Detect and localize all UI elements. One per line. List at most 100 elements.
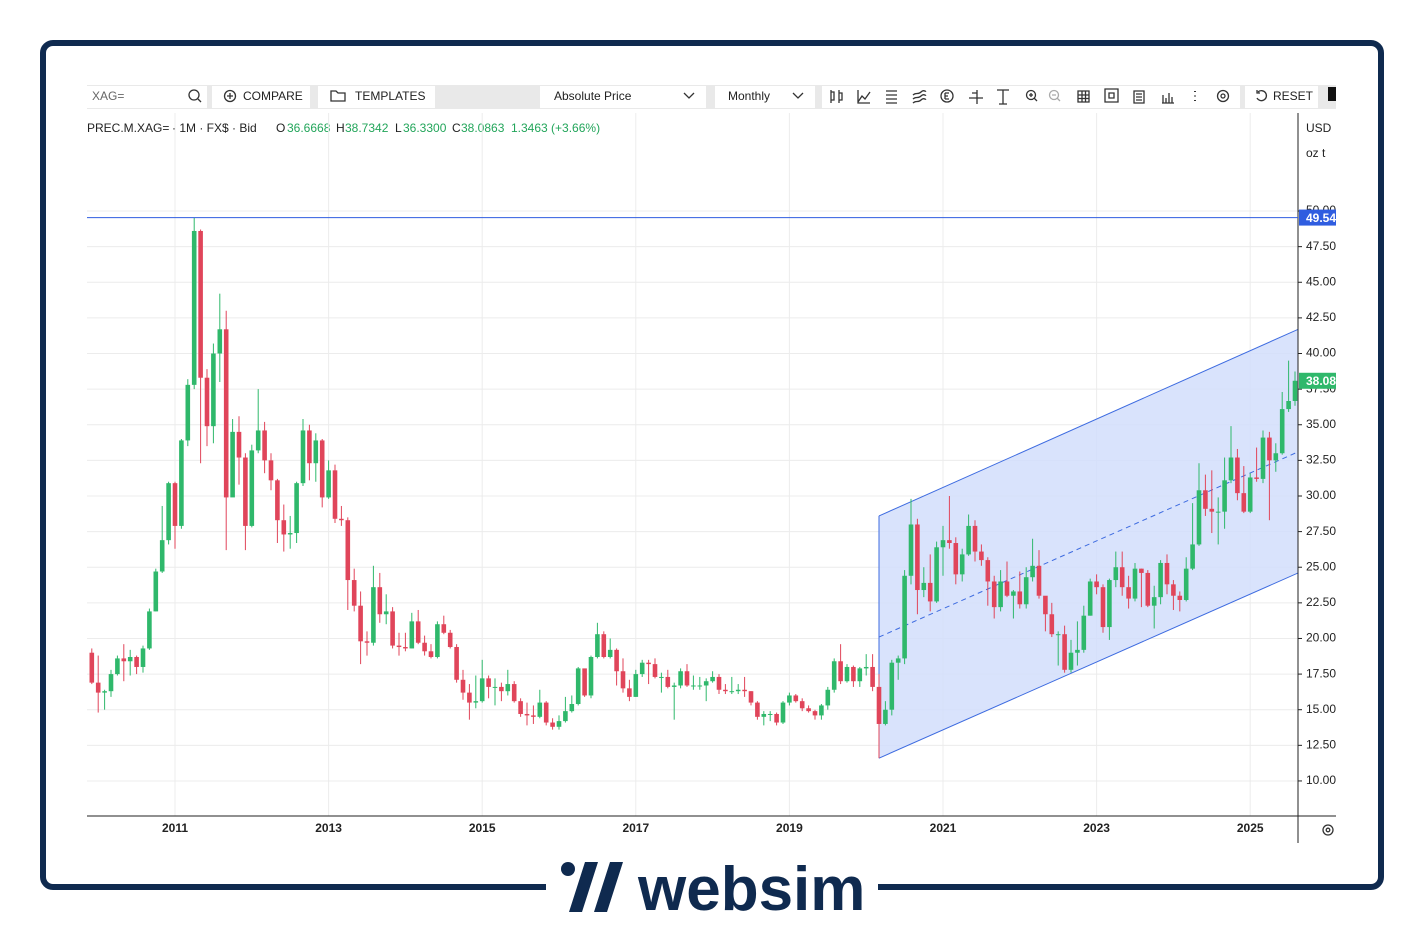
candle-body: [204, 377, 210, 427]
candle-body: [172, 483, 178, 526]
candle-body: [505, 684, 511, 692]
open-value: 36.6668: [287, 121, 331, 135]
candle-body: [108, 674, 114, 692]
candle-body: [915, 524, 920, 591]
candle-body: [1196, 490, 1202, 545]
candle-body: [863, 666, 869, 669]
candle-body: [1292, 380, 1298, 401]
reset-label: RESET: [1273, 89, 1314, 103]
candle-body: [217, 329, 223, 354]
low-label: L: [395, 121, 402, 135]
candle-body: [575, 668, 581, 705]
candle-body: [870, 666, 875, 687]
candle-body: [723, 689, 728, 692]
y-tick-label: 17.500: [1306, 666, 1343, 680]
tool-icon[interactable]: [1025, 89, 1037, 101]
y-tick-label: 32.500: [1306, 453, 1343, 467]
search-box[interactable]: [87, 86, 207, 108]
candle-body: [793, 695, 799, 702]
candle-body: [959, 554, 965, 575]
interval-label: Monthly: [728, 89, 770, 103]
y-tick-label: 25.000: [1306, 559, 1343, 573]
candle-body: [307, 430, 312, 464]
candle-body: [230, 431, 235, 498]
candle-body: [940, 540, 946, 548]
tool-icon[interactable]: [997, 89, 1009, 105]
compare-button[interactable]: [212, 86, 310, 108]
candle-body: [511, 684, 517, 702]
candle-body: [435, 624, 440, 657]
candle-body: [447, 632, 453, 648]
candle-body: [1209, 508, 1215, 512]
tool-icon[interactable]: [886, 90, 897, 104]
tool-icon[interactable]: [940, 89, 954, 103]
tool-icon[interactable]: [969, 90, 983, 104]
candle-body: [262, 430, 267, 461]
candle-body: [748, 691, 754, 703]
tool-icon[interactable]: [1162, 93, 1174, 104]
tool-icon[interactable]: [830, 90, 843, 103]
channel-upper: [878, 328, 1298, 517]
candle-body: [659, 676, 664, 678]
tool-icon: [1052, 94, 1061, 102]
candle-body: [895, 658, 901, 663]
axis-unit: oz t: [1306, 146, 1326, 160]
candle-body: [243, 457, 248, 526]
candle-body: [953, 543, 959, 575]
channel-middle: [878, 451, 1298, 638]
settings-icon[interactable]: [1216, 89, 1230, 103]
tool-icon[interactable]: [1133, 90, 1145, 104]
candle-body: [927, 582, 933, 602]
axis-settings-icon: [1325, 827, 1331, 833]
compare-icon: [227, 93, 233, 99]
candle-body: [1049, 614, 1055, 635]
candle-body: [831, 661, 837, 690]
candle-body: [934, 547, 939, 602]
candle-body: [102, 691, 107, 693]
low-value: 36.3300: [403, 121, 447, 135]
candle-body: [422, 642, 427, 652]
candle-body: [159, 540, 165, 572]
candle-body: [1215, 511, 1221, 513]
candle-body: [127, 656, 133, 662]
candle-body: [1235, 457, 1240, 494]
plot-area: [89, 217, 1298, 759]
tool-icon[interactable]: [1104, 88, 1119, 103]
high-label: H: [336, 121, 345, 135]
candle-body: [966, 525, 971, 555]
axis-unit: USD: [1306, 121, 1332, 135]
candle-body: [358, 605, 363, 642]
candle-body: [678, 671, 683, 686]
tool-icon[interactable]: [857, 90, 871, 104]
candle-body: [787, 695, 792, 703]
ohlc-header: PREC.M.XAG= · 1M · FX$ · Bid O 36.6668 H…: [87, 121, 600, 135]
candle-body: [390, 611, 395, 646]
candle-body: [1145, 572, 1151, 606]
candle-body: [499, 686, 504, 692]
interval-dropdown[interactable]: [715, 86, 815, 108]
tool-icon[interactable]: [1048, 89, 1060, 101]
tool-icon[interactable]: [1077, 90, 1090, 103]
tool-icon: [1029, 93, 1038, 102]
candle-body: [991, 581, 997, 608]
candle-body: [383, 611, 389, 615]
templates-button[interactable]: [318, 86, 435, 108]
y-tick-label: 35.000: [1306, 417, 1343, 431]
candle-body: [185, 384, 191, 441]
candle-body: [1094, 581, 1099, 588]
candle-body: [1075, 649, 1080, 653]
candle-body: [1164, 562, 1170, 585]
templates-icon: [330, 90, 346, 102]
price-mode-dropdown[interactable]: [540, 86, 706, 108]
candle-body: [1023, 577, 1029, 605]
candle-body: [806, 708, 811, 712]
candle-body: [281, 520, 287, 535]
candle-body: [166, 483, 171, 541]
candle-body: [319, 440, 325, 498]
tool-icon[interactable]: [912, 89, 927, 104]
candle-body: [268, 460, 274, 481]
axis-settings-icon[interactable]: [1322, 824, 1334, 836]
candle-body: [255, 430, 261, 451]
candle-body: [1171, 584, 1176, 596]
